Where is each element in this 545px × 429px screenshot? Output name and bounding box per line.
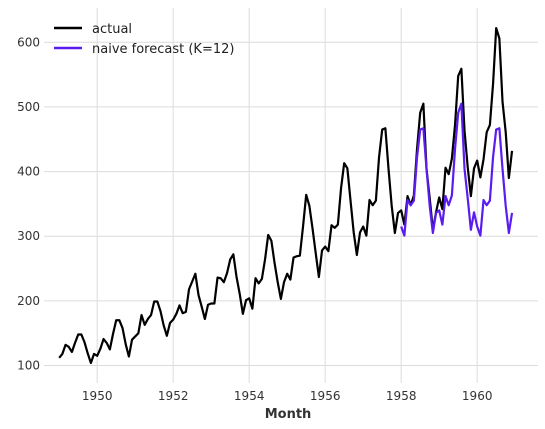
legend: actual naive forecast (K=12) (54, 22, 234, 57)
series-lines (58, 26, 514, 365)
series-line-naive-forecast (400, 102, 514, 237)
y-tick-label: 300 (17, 229, 40, 243)
y-tick-label: 500 (17, 100, 40, 114)
grid-lines (44, 8, 538, 383)
x-tick-label: 1950 (82, 389, 113, 403)
x-tick-label: 1956 (310, 389, 341, 403)
legend-label-naive-forecast: naive forecast (K=12) (92, 42, 234, 57)
y-tick-label: 100 (17, 359, 40, 373)
x-tick-label: 1960 (462, 389, 493, 403)
y-tick-label: 200 (17, 294, 40, 308)
legend-label-actual: actual (92, 22, 132, 37)
tick-labels: 1950 1952 1954 1956 1958 1960 100 200 300 400 500 6… (17, 35, 492, 403)
series-line-actual (58, 26, 514, 365)
y-tick-label: 600 (17, 35, 40, 49)
y-tick-label: 400 (17, 165, 40, 179)
x-axis-title: Month (265, 407, 312, 422)
x-tick-label: 1952 (158, 389, 189, 403)
x-tick-label: 1958 (386, 389, 417, 403)
x-tick-label: 1954 (234, 389, 265, 403)
